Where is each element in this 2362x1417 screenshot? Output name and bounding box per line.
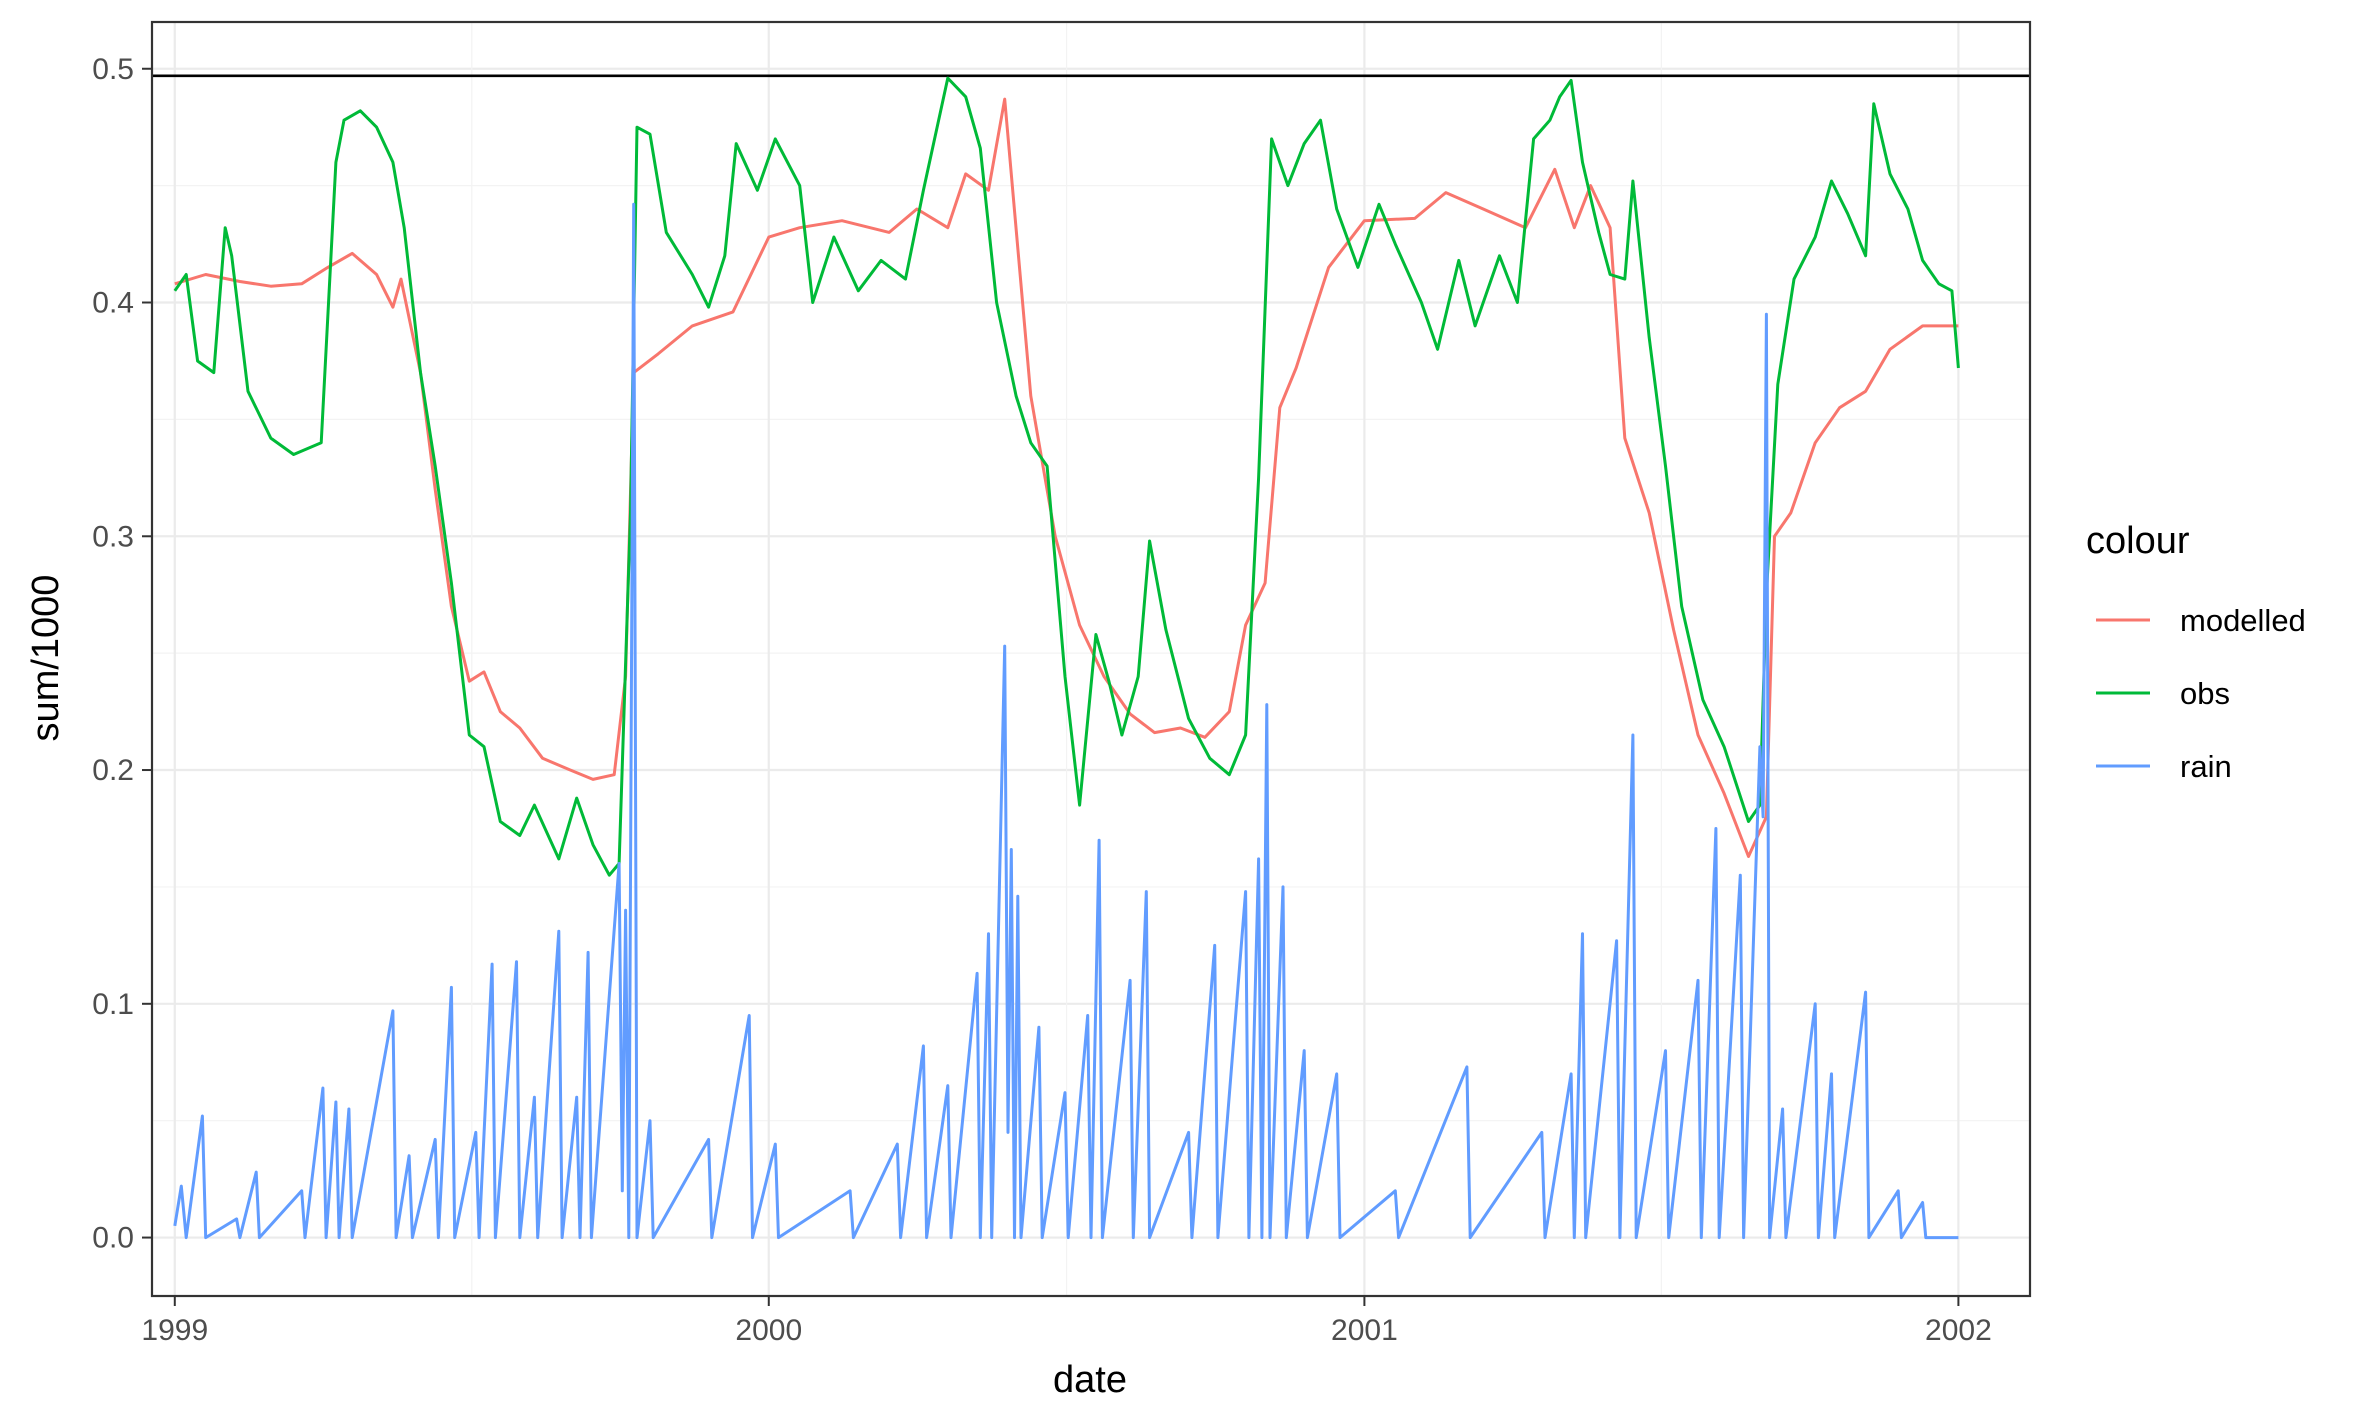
y-tick-label: 0.5	[92, 53, 134, 86]
series-line-obs	[173, 76, 1960, 877]
y-tick-label: 0.4	[92, 287, 134, 320]
x-tick-label: 1999	[141, 1314, 208, 1347]
y-axis-title: sum/1000	[25, 575, 67, 742]
legend-title: colour	[2086, 520, 2190, 562]
grid-lines	[152, 22, 2030, 1296]
y-tick-label: 0.1	[92, 988, 134, 1021]
series-group	[173, 76, 1960, 1240]
y-tick-label: 0.2	[92, 754, 134, 787]
x-tick-label: 2001	[1331, 1314, 1398, 1347]
legend: colour modelled obs rain	[2086, 520, 2306, 784]
x-tick-label: 2000	[735, 1314, 802, 1347]
series-line-modelled	[174, 97, 1959, 858]
legend-label-modelled: modelled	[2180, 603, 2306, 638]
axis-ticks: 0.0 0.1 0.2 0.3 0.4 0.5 1999 2000 2001 2002	[92, 53, 1991, 1347]
x-tick-label: 2002	[1925, 1314, 1992, 1347]
series-line-rain	[173, 202, 1959, 1240]
x-axis-title: date	[1053, 1359, 1127, 1401]
legend-label-rain: rain	[2180, 749, 2232, 784]
legend-label-obs: obs	[2180, 676, 2230, 711]
y-tick-label: 0.3	[92, 520, 134, 553]
plot-panel-border	[150, 20, 2032, 1298]
y-tick-label: 0.0	[92, 1222, 134, 1255]
